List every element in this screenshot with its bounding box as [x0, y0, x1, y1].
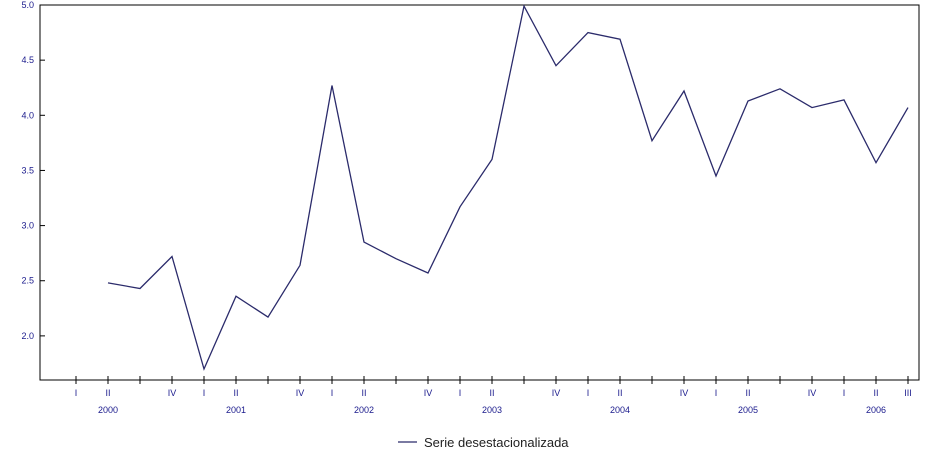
x-quarter-label: II	[745, 388, 750, 398]
x-quarter-label: II	[105, 388, 110, 398]
y-tick-label: 4.5	[21, 55, 34, 65]
x-quarter-label: IV	[168, 388, 177, 398]
x-year-label: 2006	[866, 405, 886, 415]
x-quarter-label: I	[459, 388, 462, 398]
x-year-label: 2000	[98, 405, 118, 415]
y-tick-label: 2.0	[21, 331, 34, 341]
x-quarter-label: I	[75, 388, 78, 398]
x-quarter-label: III	[904, 388, 912, 398]
x-year-label: 2001	[226, 405, 246, 415]
x-quarter-label: IV	[296, 388, 305, 398]
x-quarter-label: I	[715, 388, 718, 398]
x-quarter-label: II	[489, 388, 494, 398]
plot-area	[39, 4, 920, 381]
x-quarter-label: IV	[424, 388, 433, 398]
x-quarter-label: IV	[808, 388, 817, 398]
x-year-label: 2004	[610, 405, 630, 415]
x-year-label: 2005	[738, 405, 758, 415]
x-axis: I II IV I II IV I II IV I II IV I II IV I II IV I II III2000…	[75, 376, 912, 415]
x-quarter-label: IV	[552, 388, 561, 398]
x-quarter-label: I	[331, 388, 334, 398]
y-axis: 2.0 2.5 3.0 3.5 4.0 4.5 5.0	[21, 0, 45, 341]
x-year-label: 2002	[354, 405, 374, 415]
y-tick-label: 5.0	[21, 0, 34, 10]
x-quarter-label: II	[361, 388, 366, 398]
y-tick-label: 4.0	[21, 110, 34, 120]
x-quarter-label: I	[843, 388, 846, 398]
x-quarter-label: II	[233, 388, 238, 398]
legend-label: Serie desestacionalizada	[424, 435, 569, 450]
x-quarter-label: I	[203, 388, 206, 398]
x-year-label: 2003	[482, 405, 502, 415]
series-line	[107, 4, 909, 371]
legend: Serie desestacionalizada	[398, 435, 569, 450]
x-quarter-label: II	[873, 388, 878, 398]
y-tick-label: 3.0	[21, 221, 34, 231]
y-tick-label: 3.5	[21, 165, 34, 175]
x-quarter-label: I	[587, 388, 590, 398]
x-quarter-label: IV	[680, 388, 689, 398]
y-tick-label: 2.5	[21, 276, 34, 286]
x-quarter-label: II	[617, 388, 622, 398]
